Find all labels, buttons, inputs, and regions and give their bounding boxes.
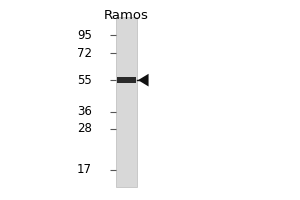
Text: Ramos: Ramos bbox=[104, 9, 148, 22]
Bar bbox=[117, 77, 136, 83]
Text: 55: 55 bbox=[77, 74, 92, 87]
Polygon shape bbox=[138, 74, 148, 86]
Bar bbox=[116, 17, 136, 187]
Text: 72: 72 bbox=[77, 47, 92, 60]
Text: 17: 17 bbox=[77, 163, 92, 176]
Text: 36: 36 bbox=[77, 105, 92, 118]
Text: 95: 95 bbox=[77, 29, 92, 42]
Text: 28: 28 bbox=[77, 122, 92, 135]
